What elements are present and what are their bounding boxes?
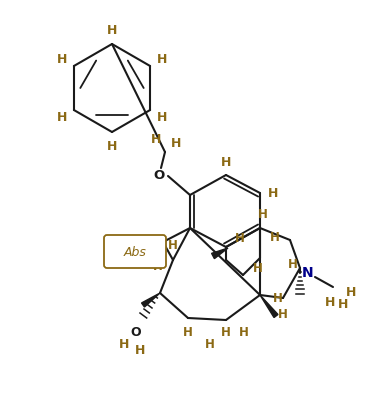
Text: H: H	[338, 299, 348, 312]
Text: H: H	[107, 23, 117, 36]
FancyBboxPatch shape	[104, 235, 166, 268]
Text: H: H	[135, 344, 145, 357]
Text: H: H	[168, 239, 178, 252]
Text: H: H	[268, 186, 278, 199]
Text: H: H	[183, 327, 193, 339]
Text: O: O	[154, 169, 165, 181]
Text: H: H	[346, 286, 356, 299]
Polygon shape	[142, 293, 160, 307]
Text: H: H	[253, 261, 263, 275]
Text: H: H	[270, 231, 280, 243]
Text: Abs: Abs	[124, 246, 146, 258]
Polygon shape	[260, 295, 278, 318]
Text: H: H	[221, 327, 231, 339]
Text: H: H	[235, 231, 245, 245]
Text: H: H	[221, 156, 231, 169]
Text: H: H	[205, 339, 215, 352]
Text: H: H	[157, 53, 168, 66]
Text: H: H	[107, 139, 117, 152]
Text: H: H	[258, 207, 268, 220]
Text: H: H	[325, 295, 335, 308]
Text: H: H	[239, 327, 249, 339]
Text: H: H	[56, 111, 67, 124]
Text: H: H	[273, 292, 283, 305]
Text: N: N	[302, 266, 314, 280]
Text: H: H	[157, 111, 168, 124]
Text: H: H	[56, 53, 67, 66]
Text: H: H	[171, 137, 181, 149]
Text: O: O	[131, 325, 141, 339]
Polygon shape	[211, 248, 228, 259]
Text: H: H	[151, 132, 161, 145]
Text: H: H	[119, 337, 129, 350]
Text: H: H	[278, 308, 288, 322]
Text: H: H	[153, 260, 163, 273]
Text: H: H	[288, 258, 298, 271]
